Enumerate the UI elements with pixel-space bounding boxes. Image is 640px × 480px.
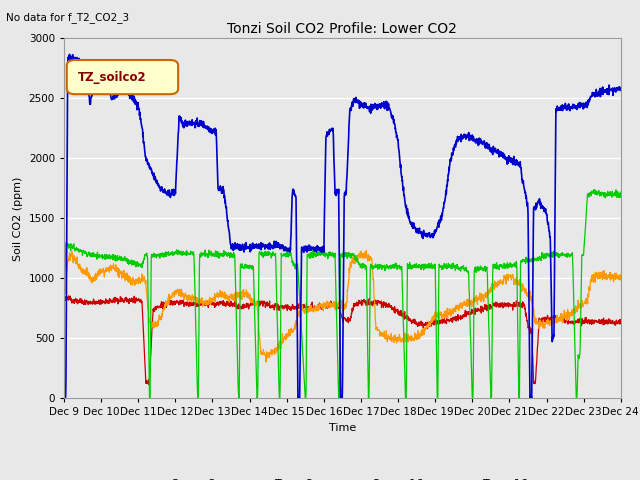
FancyBboxPatch shape	[67, 60, 178, 94]
Tree -16cm	[66, 51, 74, 57]
Title: Tonzi Soil CO2 Profile: Lower CO2: Tonzi Soil CO2 Profile: Lower CO2	[227, 22, 458, 36]
Open -8cm	[65, 293, 72, 299]
Y-axis label: Soil CO2 (ppm): Soil CO2 (ppm)	[13, 176, 23, 261]
Open -16cm	[88, 253, 96, 259]
Open -16cm	[617, 191, 625, 197]
Tree -8cm	[316, 300, 324, 306]
Open -16cm	[591, 187, 598, 192]
Open -8cm	[60, 296, 68, 302]
Tree -16cm	[602, 89, 609, 95]
Open -16cm	[602, 195, 609, 201]
Open -8cm	[617, 317, 625, 323]
Open -16cm	[601, 192, 609, 198]
Open -16cm	[146, 396, 154, 401]
Tree -8cm	[262, 359, 270, 365]
Open -8cm	[89, 299, 97, 305]
Tree -16cm	[89, 84, 97, 90]
Tree -16cm	[601, 88, 609, 94]
Tree -8cm	[602, 276, 609, 282]
Tree -8cm	[331, 306, 339, 312]
Text: TZ_soilco2: TZ_soilco2	[78, 71, 147, 84]
Text: No data for f_T2_CO2_3: No data for f_T2_CO2_3	[6, 12, 129, 23]
Tree -16cm	[317, 249, 324, 254]
Tree -16cm	[332, 190, 339, 195]
Tree -16cm	[617, 87, 625, 93]
Line: Tree -8cm: Tree -8cm	[64, 251, 621, 362]
Open -8cm	[601, 321, 609, 326]
Legend: Open -8cm, Tree -8cm, Open -16cm, Tree -16cm: Open -8cm, Tree -8cm, Open -16cm, Tree -…	[136, 475, 549, 480]
Tree -8cm	[362, 248, 370, 253]
Open -8cm	[317, 305, 324, 311]
Open -16cm	[331, 250, 339, 256]
Tree -8cm	[88, 274, 96, 280]
Tree -8cm	[601, 273, 609, 278]
Open -16cm	[499, 263, 506, 269]
Open -8cm	[145, 382, 152, 387]
Tree -16cm	[60, 395, 68, 400]
X-axis label: Time: Time	[329, 423, 356, 433]
Tree -8cm	[499, 279, 507, 285]
Open -16cm	[316, 252, 324, 258]
Tree -8cm	[617, 277, 625, 283]
Tree -16cm	[499, 155, 507, 161]
Line: Tree -16cm: Tree -16cm	[64, 54, 621, 398]
Tree -8cm	[60, 301, 68, 307]
Line: Open -8cm: Open -8cm	[64, 296, 621, 384]
Tree -16cm	[60, 396, 68, 401]
Open -8cm	[332, 300, 339, 306]
Open -8cm	[499, 305, 507, 311]
Open -16cm	[60, 300, 68, 306]
Line: Open -16cm: Open -16cm	[64, 190, 621, 398]
Open -8cm	[602, 318, 609, 324]
